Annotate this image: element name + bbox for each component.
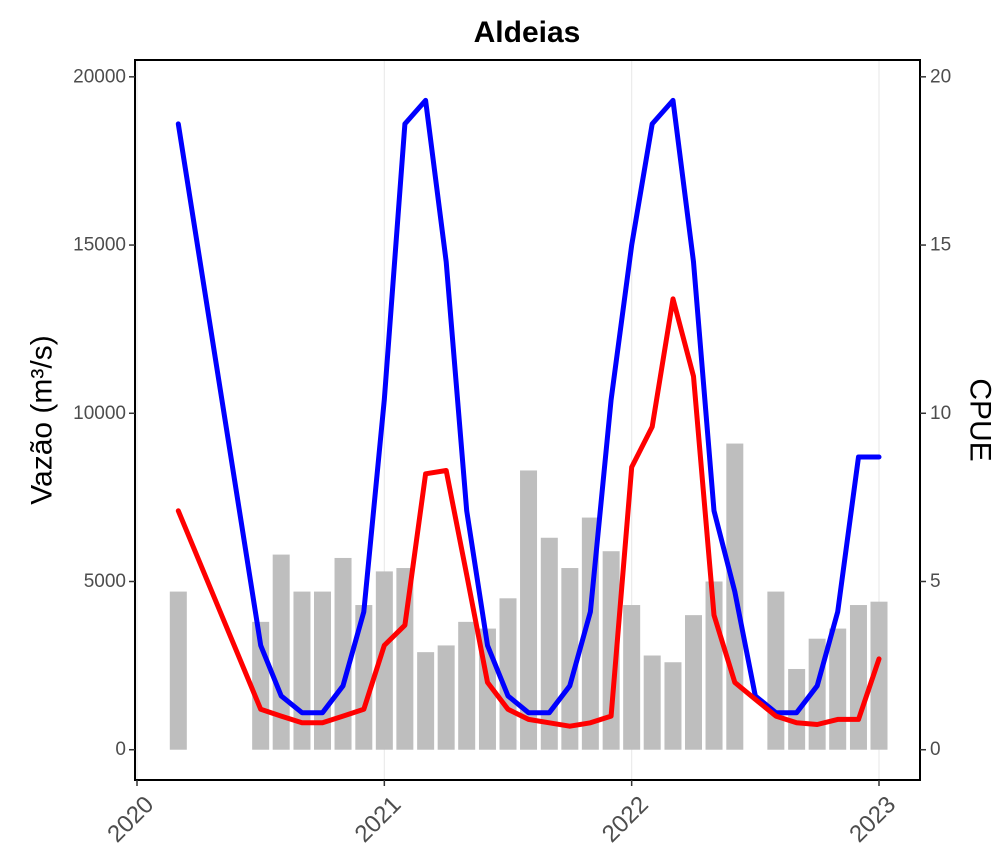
x-tick-label: 2022 [597,791,654,848]
series-lines [175,97,882,729]
bar [417,652,435,750]
left-tick-label: 0 [115,739,126,760]
left-tick-label: 15000 [73,235,126,256]
x-tick-label: 2023 [844,791,901,848]
left-tick-label: 10000 [73,403,126,424]
bar [520,470,538,750]
right-tick-label: 5 [930,571,941,592]
bar [458,621,476,750]
bar [540,537,558,750]
bar [602,551,620,750]
bar [664,662,682,750]
bar [437,645,455,750]
left-axis-title: Vazão (m³/s) [26,335,59,504]
bar [829,628,847,750]
left-tick-label: 20000 [73,66,126,87]
bar [767,591,785,750]
bar [643,655,661,750]
bar [375,571,393,750]
right-tick-label: 15 [930,235,951,256]
right-axis-title: CPUE [964,378,997,461]
right-tick-label: 10 [930,403,951,424]
bar [561,568,579,750]
bar [849,605,867,750]
red-series-line [175,296,882,729]
left-y-axis: 0 5000 10000 15000 20000 [73,66,135,760]
right-tick-label: 0 [930,739,941,760]
bar [870,601,888,750]
bar [314,591,331,750]
bar [499,598,517,750]
x-tick-label: 2020 [102,791,159,848]
plot-frame [134,59,921,781]
bar [334,557,352,750]
blue-series-line [175,97,882,716]
bar [355,605,373,750]
bar [623,605,641,750]
bar [169,591,187,750]
cpue-bars [169,443,888,750]
left-tick-label: 5000 [84,571,126,592]
x-axis: 2020 2021 2022 2023 [102,780,901,848]
bar [396,568,414,750]
chart-title: Aldeias [474,16,581,49]
right-tick-label: 20 [930,66,951,87]
bar [293,591,311,750]
right-y-axis: 0 5 10 15 20 [920,66,951,760]
bar [685,615,702,750]
x-tick-label: 2021 [350,791,407,848]
